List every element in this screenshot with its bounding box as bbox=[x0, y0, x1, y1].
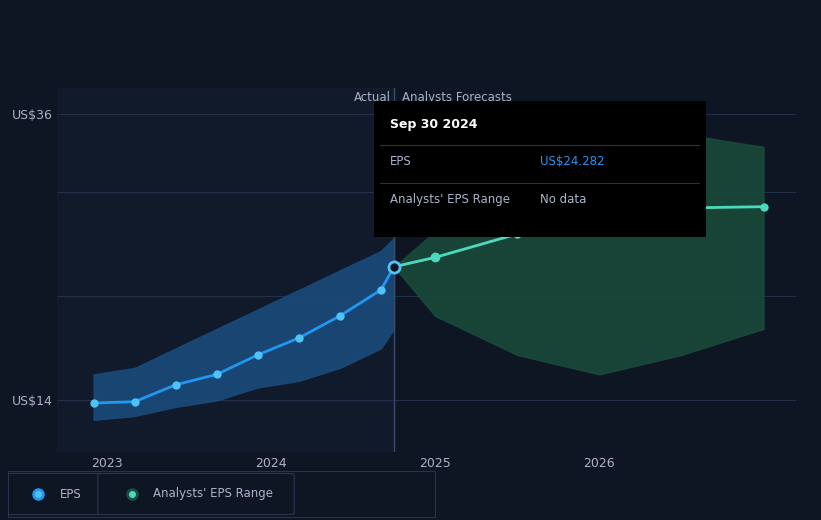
Text: EPS: EPS bbox=[59, 488, 81, 500]
Text: Actual: Actual bbox=[354, 91, 391, 104]
Text: Analysts' EPS Range: Analysts' EPS Range bbox=[390, 193, 510, 206]
Bar bbox=[57, 88, 394, 452]
Text: Sep 30 2024: Sep 30 2024 bbox=[390, 118, 478, 131]
Text: Analysts' EPS Range: Analysts' EPS Range bbox=[154, 488, 273, 500]
Text: Analysts Forecasts: Analysts Forecasts bbox=[402, 91, 512, 104]
Text: US$24.282: US$24.282 bbox=[540, 155, 604, 168]
Text: No data: No data bbox=[540, 193, 586, 206]
Text: EPS: EPS bbox=[390, 155, 412, 168]
FancyBboxPatch shape bbox=[4, 473, 107, 515]
FancyBboxPatch shape bbox=[98, 473, 294, 515]
